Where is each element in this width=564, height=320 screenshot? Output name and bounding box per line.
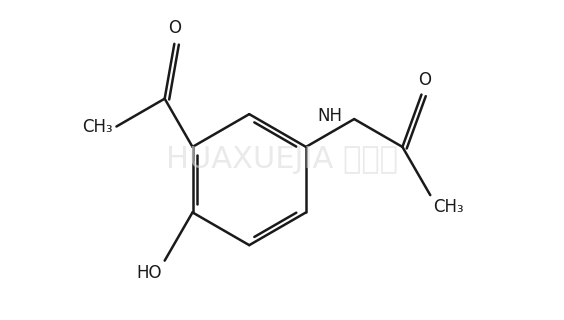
Text: CH₃: CH₃ [82,117,113,135]
Text: O: O [418,71,431,89]
Text: HO: HO [136,264,161,282]
Text: NH: NH [318,107,342,125]
Text: CH₃: CH₃ [434,198,464,216]
Text: HUAXUEJIA 化学加: HUAXUEJIA 化学加 [166,146,398,174]
Text: O: O [168,19,181,37]
